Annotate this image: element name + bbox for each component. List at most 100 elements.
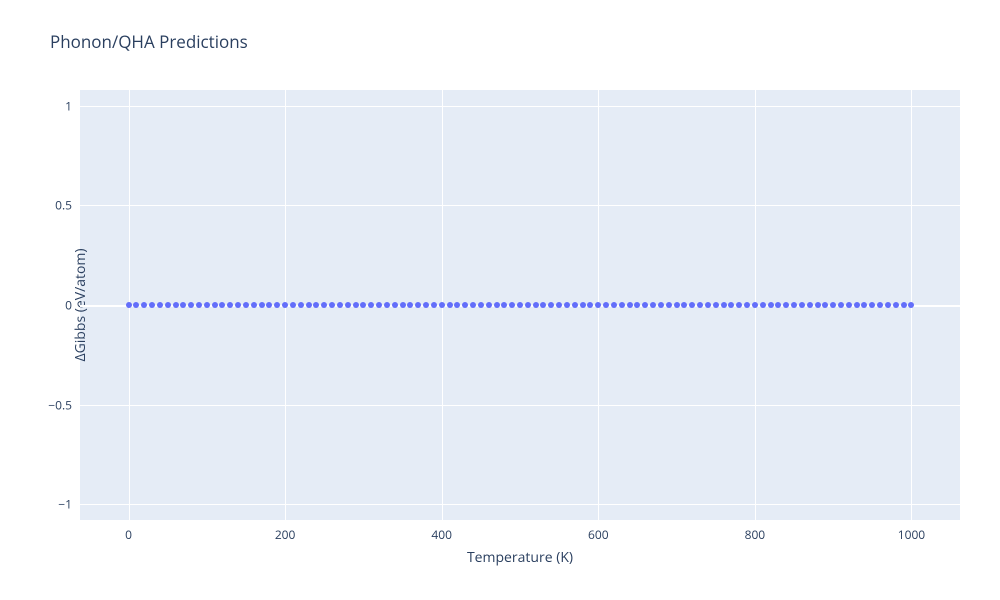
data-point[interactable] xyxy=(744,302,750,308)
data-point[interactable] xyxy=(376,302,382,308)
data-point[interactable] xyxy=(447,302,453,308)
data-point[interactable] xyxy=(415,302,421,308)
data-point[interactable] xyxy=(180,302,186,308)
data-point[interactable] xyxy=(141,302,147,308)
data-point[interactable] xyxy=(133,302,139,308)
data-point[interactable] xyxy=(908,302,914,308)
data-point[interactable] xyxy=(807,302,813,308)
data-point[interactable] xyxy=(212,302,218,308)
data-point[interactable] xyxy=(368,302,374,308)
data-point[interactable] xyxy=(126,302,132,308)
data-point[interactable] xyxy=(713,302,719,308)
data-point[interactable] xyxy=(658,302,664,308)
data-point[interactable] xyxy=(251,302,257,308)
data-point[interactable] xyxy=(775,302,781,308)
data-point[interactable] xyxy=(306,302,312,308)
data-point[interactable] xyxy=(674,302,680,308)
data-point[interactable] xyxy=(188,302,194,308)
data-point[interactable] xyxy=(407,302,413,308)
data-point[interactable] xyxy=(501,302,507,308)
data-point[interactable] xyxy=(721,302,727,308)
data-point[interactable] xyxy=(877,302,883,308)
data-point[interactable] xyxy=(384,302,390,308)
data-point[interactable] xyxy=(854,302,860,308)
data-point[interactable] xyxy=(752,302,758,308)
data-point[interactable] xyxy=(681,302,687,308)
data-point[interactable] xyxy=(219,302,225,308)
data-point[interactable] xyxy=(885,302,891,308)
data-point[interactable] xyxy=(439,302,445,308)
data-point[interactable] xyxy=(353,302,359,308)
data-point[interactable] xyxy=(572,302,578,308)
data-point[interactable] xyxy=(470,302,476,308)
data-point[interactable] xyxy=(697,302,703,308)
data-point[interactable] xyxy=(525,302,531,308)
data-point[interactable] xyxy=(321,302,327,308)
data-point[interactable] xyxy=(666,302,672,308)
data-point[interactable] xyxy=(400,302,406,308)
data-point[interactable] xyxy=(540,302,546,308)
data-point[interactable] xyxy=(861,302,867,308)
data-point[interactable] xyxy=(634,302,640,308)
data-point[interactable] xyxy=(822,302,828,308)
data-point[interactable] xyxy=(650,302,656,308)
data-point[interactable] xyxy=(243,302,249,308)
data-point[interactable] xyxy=(830,302,836,308)
data-point[interactable] xyxy=(517,302,523,308)
data-point[interactable] xyxy=(486,302,492,308)
data-point[interactable] xyxy=(901,302,907,308)
data-point[interactable] xyxy=(627,302,633,308)
data-point[interactable] xyxy=(454,302,460,308)
data-point[interactable] xyxy=(227,302,233,308)
data-point[interactable] xyxy=(392,302,398,308)
data-point[interactable] xyxy=(298,302,304,308)
data-point[interactable] xyxy=(235,302,241,308)
data-point[interactable] xyxy=(768,302,774,308)
data-point[interactable] xyxy=(509,302,515,308)
data-point[interactable] xyxy=(290,302,296,308)
data-point[interactable] xyxy=(728,302,734,308)
data-point[interactable] xyxy=(478,302,484,308)
data-point[interactable] xyxy=(580,302,586,308)
data-point[interactable] xyxy=(337,302,343,308)
data-point[interactable] xyxy=(611,302,617,308)
data-point[interactable] xyxy=(642,302,648,308)
data-point[interactable] xyxy=(689,302,695,308)
data-point[interactable] xyxy=(282,302,288,308)
data-point[interactable] xyxy=(423,302,429,308)
data-point[interactable] xyxy=(869,302,875,308)
data-point[interactable] xyxy=(587,302,593,308)
data-point[interactable] xyxy=(360,302,366,308)
data-point[interactable] xyxy=(736,302,742,308)
data-point[interactable] xyxy=(838,302,844,308)
data-point[interactable] xyxy=(556,302,562,308)
data-point[interactable] xyxy=(791,302,797,308)
data-point[interactable] xyxy=(783,302,789,308)
data-point[interactable] xyxy=(431,302,437,308)
data-point[interactable] xyxy=(564,302,570,308)
data-point[interactable] xyxy=(329,302,335,308)
plot-area[interactable]: ΔGibbs (eV/atom) Temperature (K) 0200400… xyxy=(80,90,960,520)
data-point[interactable] xyxy=(893,302,899,308)
data-point[interactable] xyxy=(462,302,468,308)
data-point[interactable] xyxy=(165,302,171,308)
data-point[interactable] xyxy=(173,302,179,308)
data-point[interactable] xyxy=(595,302,601,308)
data-point[interactable] xyxy=(548,302,554,308)
data-point[interactable] xyxy=(799,302,805,308)
data-point[interactable] xyxy=(760,302,766,308)
data-point[interactable] xyxy=(345,302,351,308)
data-point[interactable] xyxy=(705,302,711,308)
data-point[interactable] xyxy=(619,302,625,308)
data-point[interactable] xyxy=(204,302,210,308)
data-point[interactable] xyxy=(274,302,280,308)
data-point[interactable] xyxy=(494,302,500,308)
data-point[interactable] xyxy=(846,302,852,308)
data-point[interactable] xyxy=(266,302,272,308)
data-point[interactable] xyxy=(533,302,539,308)
data-point[interactable] xyxy=(259,302,265,308)
data-point[interactable] xyxy=(196,302,202,308)
data-point[interactable] xyxy=(313,302,319,308)
data-point[interactable] xyxy=(149,302,155,308)
data-point[interactable] xyxy=(815,302,821,308)
